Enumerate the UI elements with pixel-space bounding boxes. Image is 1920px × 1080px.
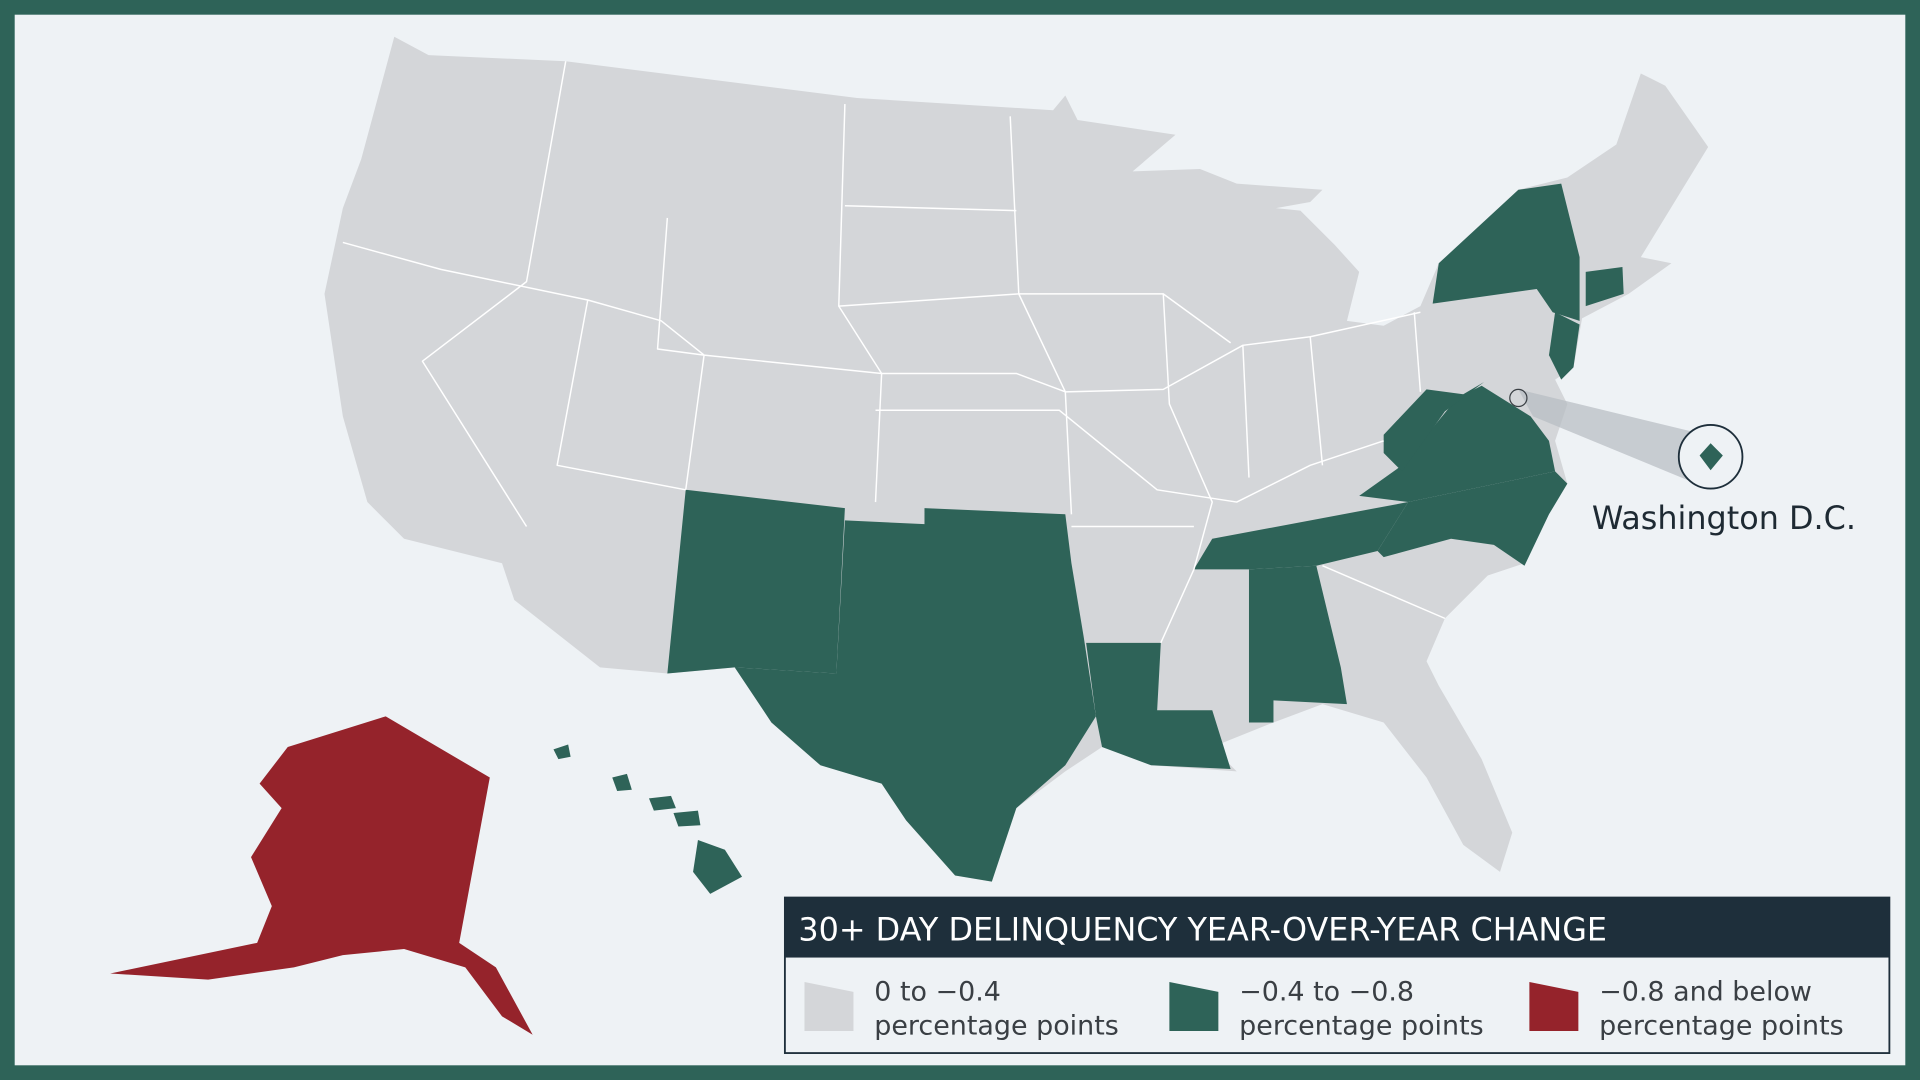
state (1432, 183, 1580, 321)
state (1383, 382, 1485, 472)
state (673, 810, 701, 827)
callout-label: Washington D.C. (1592, 499, 1856, 537)
state (612, 773, 632, 792)
legend-unit: percentage points (1239, 1011, 1484, 1042)
state (693, 840, 743, 894)
state (1086, 642, 1231, 769)
state-borders (342, 61, 1446, 644)
legend-range: −0.8 and below (1599, 976, 1812, 1007)
legend-unit: percentage points (1599, 1011, 1844, 1042)
state (1359, 385, 1556, 503)
legend-swatch (1529, 982, 1579, 1032)
dc-marker (1509, 388, 1528, 408)
state (1193, 502, 1409, 570)
legend-swatch (804, 982, 854, 1032)
state (1585, 266, 1624, 307)
legend: 30+ DAY DELINQUENCY YEAR-OVER-YEAR CHANG… (783, 896, 1891, 1054)
state (553, 744, 571, 760)
legend-range: −0.4 to −0.8 (1239, 976, 1414, 1007)
dc-shape (1699, 443, 1723, 471)
state (1377, 471, 1568, 566)
legend-header (784, 897, 1890, 958)
legend-unit: percentage points (874, 1011, 1119, 1042)
legend-items: 0 to −0.4 percentage points −0.4 to −0.8 pe… (804, 976, 1844, 1042)
callout-funnel (1518, 389, 1690, 480)
legend-swatch (1169, 982, 1219, 1032)
state (734, 508, 1096, 882)
state (1248, 565, 1347, 723)
state (1548, 312, 1580, 380)
legend-title: 30+ DAY DELINQUENCY YEAR-OVER-YEAR CHANG… (798, 910, 1607, 948)
state (648, 795, 676, 811)
state (667, 489, 845, 674)
state (110, 716, 533, 1035)
legend-range: 0 to −0.4 (874, 976, 1001, 1007)
